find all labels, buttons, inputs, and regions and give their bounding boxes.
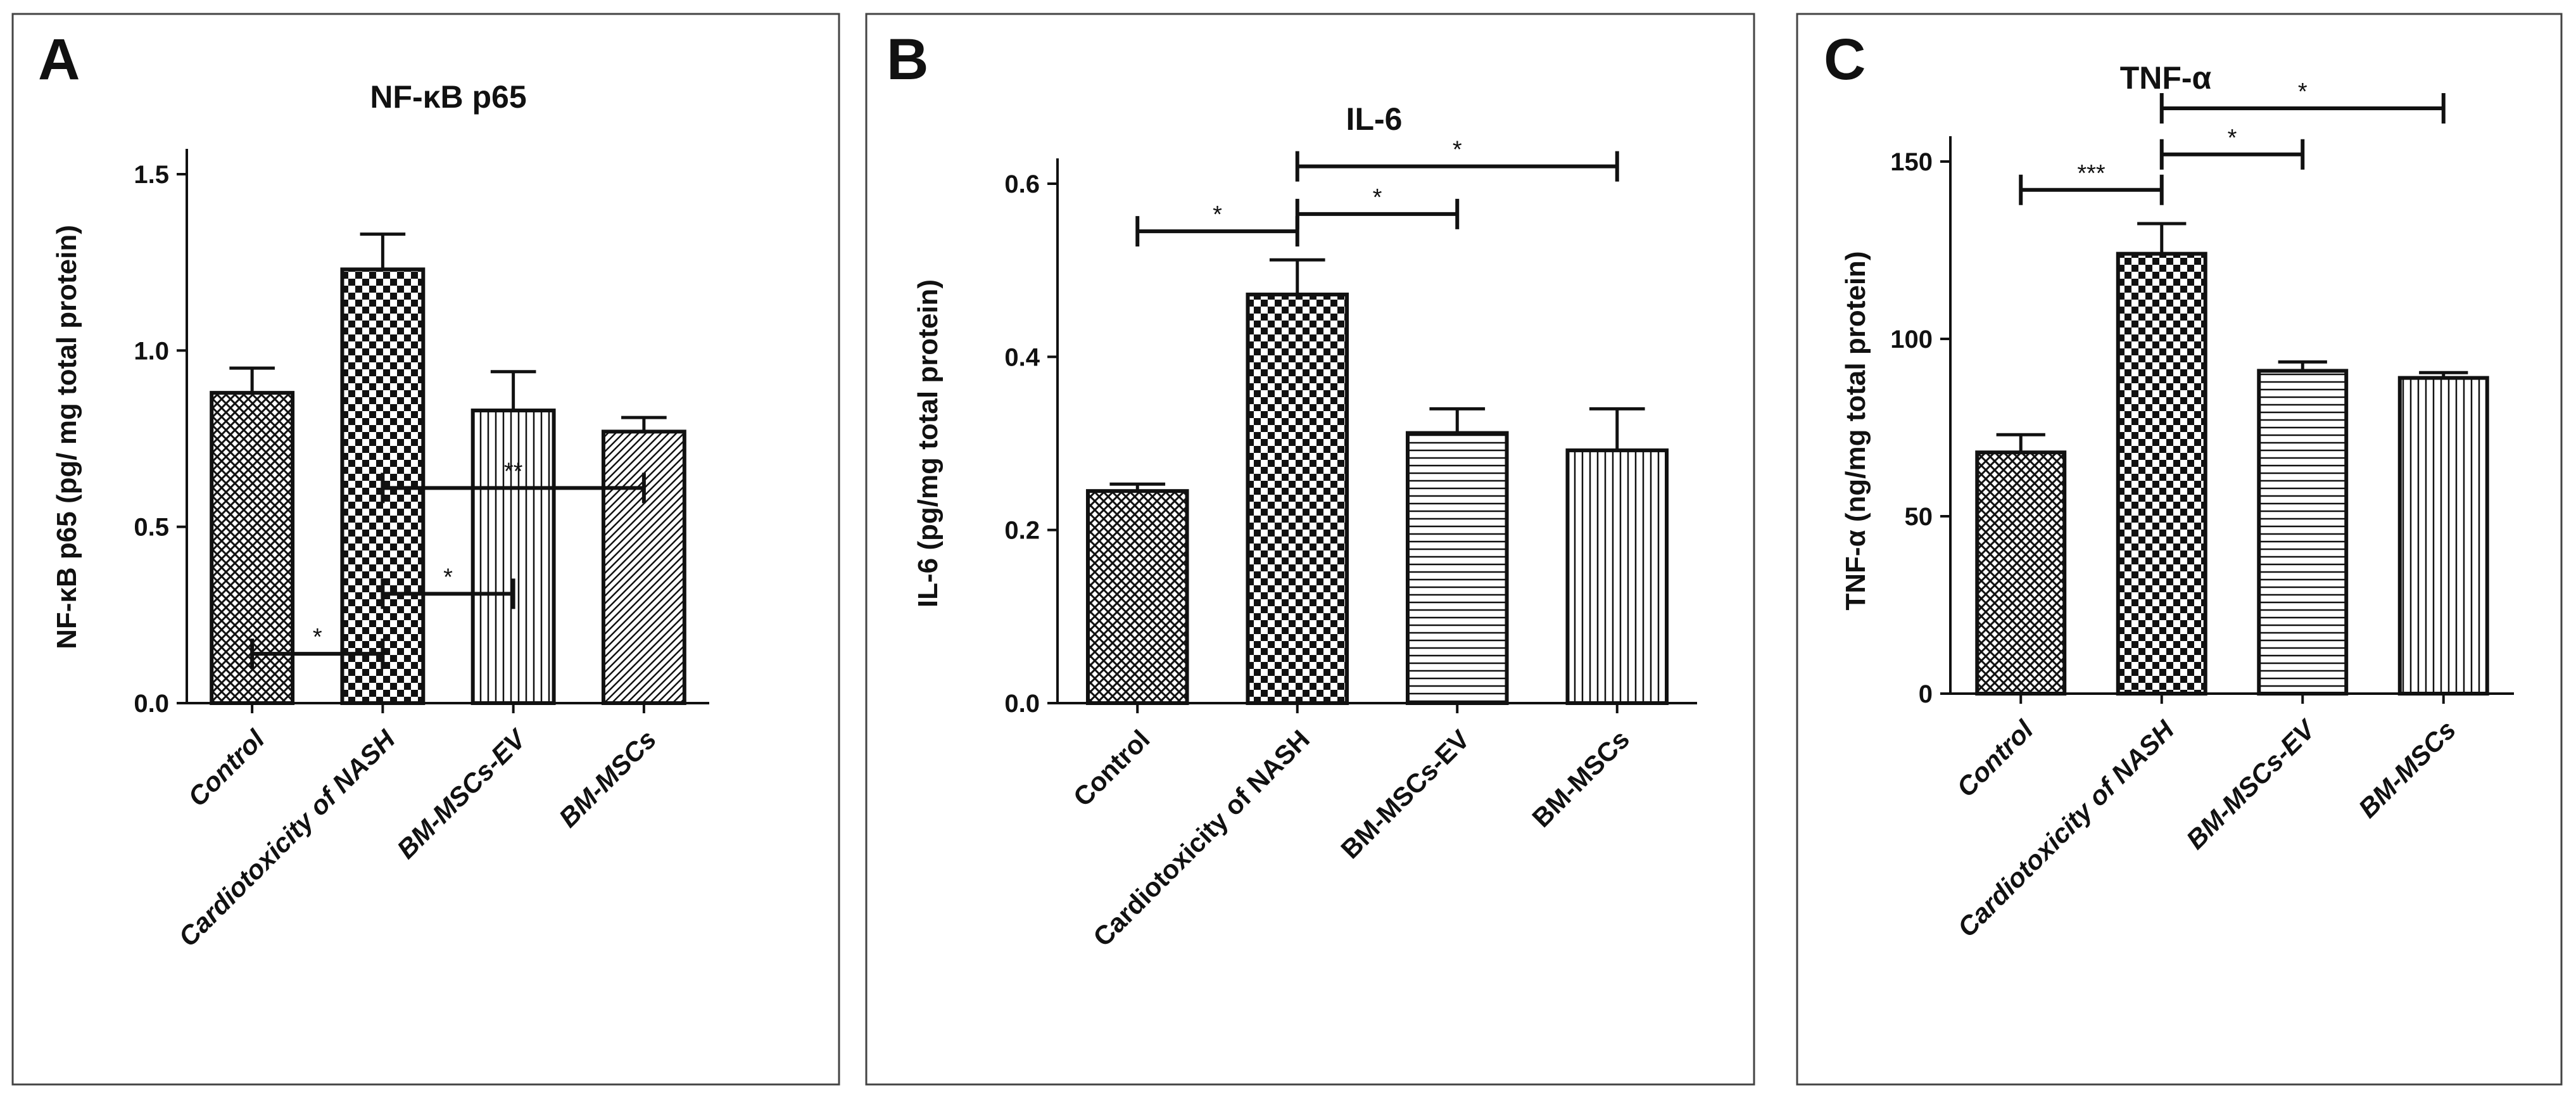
significance-label: * (1213, 201, 1222, 228)
significance-label: * (443, 564, 453, 590)
y-tick-label: 0.0 (134, 690, 169, 718)
panel-letter: C (1824, 27, 1866, 92)
x-category-label: BM-MSCs-EV (391, 723, 533, 864)
chart-title: IL-6 (1346, 101, 1403, 137)
bar-4 (1565, 448, 1669, 706)
significance-label: * (313, 624, 322, 651)
y-tick-label: 0.5 (134, 514, 169, 542)
x-category-label: Control (1068, 724, 1156, 812)
significance-label: * (1453, 137, 1462, 163)
chart-title: NF-κB p65 (370, 79, 526, 115)
panel-border (11, 13, 840, 1086)
panel-b: B IL-6 IL-6 (pg/mg total protein) 0.0 0.2 0.4… (865, 13, 1755, 1086)
significance-label: *** (2077, 160, 2106, 187)
y-axis-label: IL-6 (pg/mg total protein) (912, 279, 944, 607)
y-tick-label: 1.5 (134, 161, 169, 189)
significance-label: * (1373, 184, 1382, 211)
y-tick-label: 50 (1905, 503, 1933, 531)
bar-3 (2257, 369, 2349, 696)
x-category-label: BM-MSCs (2352, 715, 2461, 823)
chart-title: TNF-α (2120, 60, 2212, 96)
panel-a: A NF-κB p65 NF-κB p65 (pg/ mg total protei… (11, 13, 840, 1086)
y-tick-label: 100 (1890, 326, 1933, 353)
significance-label: * (2298, 79, 2308, 105)
y-tick-label: 0.0 (1004, 690, 1040, 718)
panel-border (865, 13, 1755, 1086)
bar-2 (1246, 292, 1349, 705)
bar-1 (1085, 489, 1189, 706)
panel-letter: B (887, 27, 928, 92)
bar-4 (2397, 376, 2489, 696)
y-tick-label: 0.4 (1004, 343, 1040, 371)
bar-1 (1975, 450, 2067, 696)
x-category-label: Control (182, 723, 271, 812)
x-category-label: Control (1951, 714, 2040, 803)
y-tick-label: 150 (1890, 148, 1933, 176)
y-tick-label: 0.6 (1004, 170, 1040, 198)
panel-border (1796, 13, 2563, 1086)
x-category-label: BM-MSCs (1526, 724, 1635, 833)
y-axis-label: TNF-α (ng/mg total protein) (1840, 251, 1871, 610)
bar-3 (470, 408, 556, 705)
y-tick-label: 0 (1919, 680, 1933, 708)
x-category-label: Cardiotoxicity of NASH (173, 723, 401, 952)
x-category-label: BM-MSCs (553, 724, 662, 833)
y-tick-label: 1.0 (134, 337, 169, 365)
bar-3 (1405, 431, 1509, 705)
panel-c: C TNF-α TNF-α (ng/mg total protein) 0 50 100 1… (1796, 13, 2563, 1086)
significance-label: ** (504, 458, 523, 485)
bar-4 (601, 429, 686, 705)
bar-2 (2116, 251, 2207, 696)
significance-label: * (2228, 125, 2237, 151)
panel-letter: A (38, 27, 80, 92)
x-category-label: BM-MSCs-EV (2180, 713, 2321, 855)
y-tick-label: 0.2 (1004, 517, 1040, 545)
y-axis-label: NF-κB p65 (pg/ mg total protein) (51, 225, 82, 649)
x-category-label: BM-MSCs-EV (1335, 724, 1475, 864)
